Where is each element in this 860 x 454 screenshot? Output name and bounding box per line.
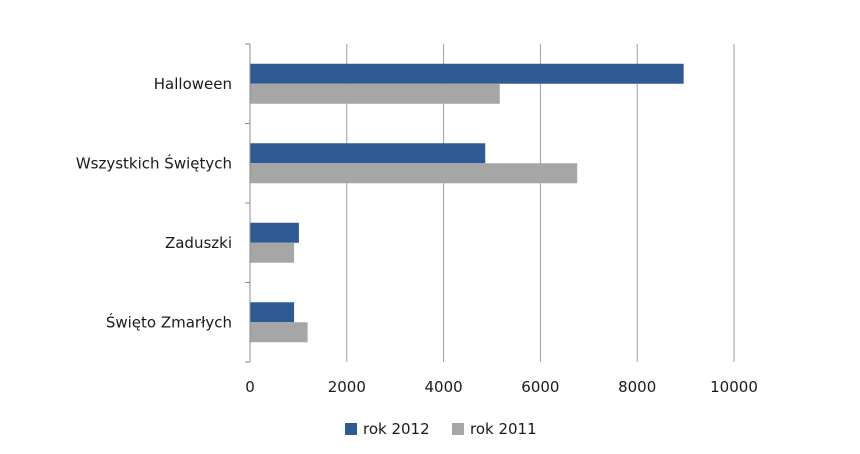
bars [250,63,684,343]
bar-rok-2011 [250,322,308,343]
legend-label: rok 2012 [363,420,430,438]
category-label: Wszystkich Świętych [76,153,232,172]
bar-rok-2011 [250,163,578,184]
x-tick-label: 8000 [618,378,656,396]
x-tick-label: 0 [245,378,255,396]
legend-label: rok 2011 [470,420,537,438]
category-label: Zaduszki [165,234,232,252]
category-label: Halloween [154,75,232,93]
x-tick-label: 6000 [521,378,559,396]
x-tick-label: 2000 [328,378,366,396]
x-tick-labels: 0 2000 4000 6000 8000 10000 [245,378,758,396]
legend: rok 2012 rok 2011 [345,420,537,438]
bar-rok-2011 [250,242,295,263]
legend-swatch [452,423,464,435]
x-tick-label: 10000 [710,378,758,396]
bar-rok-2011 [250,83,500,104]
y-axis [245,43,251,363]
x-tick-label: 4000 [425,378,463,396]
category-labels: Halloween Wszystkich Świętych Zaduszki Świę… [76,75,232,332]
legend-swatch [345,423,357,435]
bar-rok-2012 [250,63,684,84]
category-label: Święto Zmarłych [106,312,232,331]
bar-rok-2012 [250,143,486,164]
bar-rok-2012 [250,222,299,243]
bar-rok-2012 [250,302,295,323]
